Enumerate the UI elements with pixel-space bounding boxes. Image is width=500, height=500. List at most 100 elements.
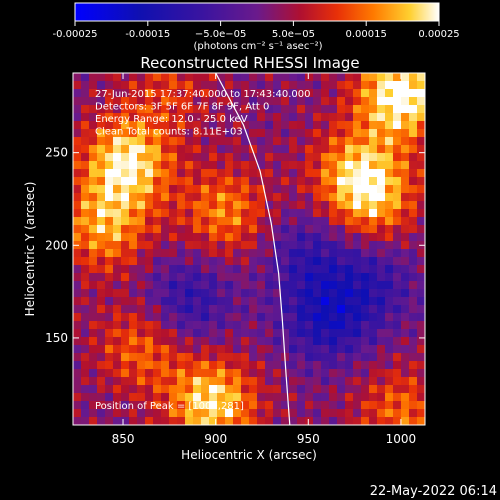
- heatmap-cell: [169, 217, 178, 226]
- heatmap-cell: [73, 417, 82, 425]
- heatmap-cell: [145, 217, 154, 226]
- heatmap-cell: [313, 193, 322, 202]
- heatmap-cell: [281, 161, 290, 170]
- heatmap-cell: [289, 289, 298, 298]
- heatmap-cell: [169, 305, 178, 314]
- peak-position-label: Position of Peak = [1000,281]: [95, 401, 244, 412]
- heatmap-cell: [161, 185, 170, 194]
- heatmap-cell: [89, 265, 98, 274]
- heatmap-cell: [329, 225, 338, 234]
- heatmap-cell: [129, 169, 138, 178]
- heatmap-cell: [105, 89, 114, 98]
- heatmap-cell: [417, 321, 425, 330]
- heatmap-cell: [393, 313, 402, 322]
- heatmap-cell: [177, 385, 186, 394]
- heatmap-cell: [353, 225, 362, 234]
- heatmap-cell: [89, 273, 98, 282]
- heatmap-cell: [297, 257, 306, 266]
- heatmap-cell: [417, 81, 425, 90]
- heatmap-cell: [105, 161, 114, 170]
- heatmap-cell: [361, 265, 370, 274]
- heatmap-cell: [345, 121, 354, 130]
- heatmap-cell: [393, 329, 402, 338]
- heatmap-cell: [105, 361, 114, 370]
- heatmap-cell: [209, 241, 218, 250]
- heatmap-cell: [257, 233, 266, 242]
- heatmap-cell: [249, 185, 258, 194]
- heatmap-cell: [177, 105, 186, 114]
- heatmap-cell: [281, 401, 290, 410]
- heatmap-cell: [257, 377, 266, 386]
- heatmap-cell: [257, 281, 266, 290]
- heatmap-cell: [281, 169, 290, 178]
- heatmap-cell: [233, 169, 242, 178]
- heatmap-cell: [369, 393, 378, 402]
- heatmap-cell: [89, 409, 98, 418]
- heatmap-cell: [81, 289, 90, 298]
- heatmap-cell: [385, 257, 394, 266]
- heatmap-cell: [241, 385, 250, 394]
- heatmap-cell: [345, 409, 354, 418]
- heatmap-cell: [257, 393, 266, 402]
- heatmap-cell: [265, 257, 274, 266]
- heatmap-cell: [313, 313, 322, 322]
- heatmap-cell: [345, 233, 354, 242]
- heatmap-cell: [369, 273, 378, 282]
- heatmap-cell: [353, 289, 362, 298]
- heatmap-cell: [377, 297, 386, 306]
- heatmap-cell: [297, 361, 306, 370]
- heatmap-cell: [73, 377, 82, 386]
- heatmap-cell: [161, 113, 170, 122]
- heatmap-cell: [273, 409, 282, 418]
- heatmap-cell: [305, 89, 314, 98]
- heatmap-cell: [193, 97, 202, 106]
- heatmap-cell: [241, 153, 250, 162]
- heatmap-cell: [233, 185, 242, 194]
- heatmap-cell: [209, 105, 218, 114]
- heatmap-cell: [137, 185, 146, 194]
- heatmap-cell: [145, 89, 154, 98]
- heatmap-cell: [233, 305, 242, 314]
- heatmap-cell: [361, 249, 370, 258]
- heatmap-cell: [273, 289, 282, 298]
- heatmap-cell: [201, 129, 210, 138]
- heatmap-cell: [345, 81, 354, 90]
- heatmap-cell: [129, 401, 138, 410]
- heatmap-cell: [105, 129, 114, 138]
- heatmap-cell: [409, 121, 418, 130]
- heatmap-cell: [89, 361, 98, 370]
- heatmap-cell: [105, 313, 114, 322]
- heatmap-cell: [305, 233, 314, 242]
- heatmap-cell: [353, 305, 362, 314]
- heatmap-cell: [145, 281, 154, 290]
- heatmap-cell: [289, 369, 298, 378]
- heatmap-cell: [369, 185, 378, 194]
- heatmap-cell: [137, 393, 146, 402]
- heatmap-cell: [369, 121, 378, 130]
- heatmap-cell: [137, 121, 146, 130]
- heatmap-cell: [273, 249, 282, 258]
- heatmap-cell: [369, 265, 378, 274]
- heatmap-cell: [321, 145, 330, 154]
- heatmap-cell: [217, 313, 226, 322]
- heatmap-cell: [249, 81, 258, 90]
- heatmap-cell: [193, 361, 202, 370]
- heatmap-cell: [401, 169, 410, 178]
- heatmap-cell: [89, 249, 98, 258]
- heatmap-cell: [105, 73, 114, 82]
- heatmap-cell: [129, 185, 138, 194]
- heatmap-cell: [121, 401, 130, 410]
- heatmap-cell: [217, 201, 226, 210]
- heatmap-cell: [329, 233, 338, 242]
- heatmap-cell: [241, 105, 250, 114]
- heatmap-cell: [145, 73, 154, 82]
- heatmap-cell: [169, 89, 178, 98]
- heatmap-cell: [297, 73, 306, 82]
- heatmap-cell: [249, 369, 258, 378]
- heatmap-cell: [113, 105, 122, 114]
- heatmap-cell: [345, 289, 354, 298]
- heatmap-cell: [369, 297, 378, 306]
- heatmap-cell: [217, 353, 226, 362]
- heatmap-cell: [329, 409, 338, 418]
- heatmap-cell: [257, 273, 266, 282]
